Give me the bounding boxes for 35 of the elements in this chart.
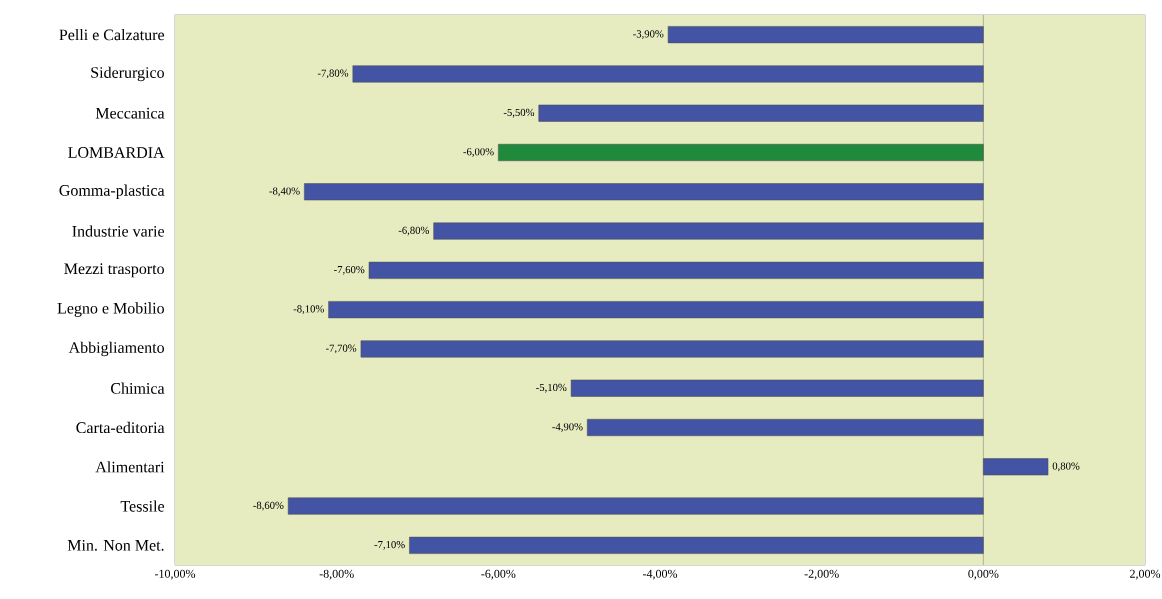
data-label: -7,10% (374, 541, 405, 550)
y-tick-label: Pelli e Calzature (59, 29, 165, 41)
data-label: -6,80% (398, 226, 430, 236)
x-tick-label: 2,00% (1130, 569, 1161, 580)
y-tick-label: Legno e Mobilio (57, 302, 164, 317)
y-tick-label: Alimentari (95, 461, 165, 473)
data-label: 0,80% (1052, 462, 1080, 472)
x-tick-label: -8,00% (319, 569, 354, 580)
x-tick-label: -2,00% (804, 569, 839, 580)
data-label: -3,90% (633, 30, 664, 39)
y-tick-label: Siderurgico (91, 66, 164, 82)
y-tick-label: Carta-editoria (76, 421, 165, 434)
data-label: -8,40% (269, 187, 300, 197)
y-tick-label: LOMBARDIA (68, 147, 165, 158)
y-tick-label: Chimica (111, 382, 165, 394)
data-label: -5,50% (503, 108, 535, 118)
data-label: -4,90% (552, 423, 583, 432)
x-tick-label: 0,00% (968, 569, 999, 580)
y-tick-label: Tessile (120, 500, 165, 512)
data-label: -8,60% (253, 501, 284, 511)
x-tick-label: -4,00% (642, 569, 678, 580)
y-tick-label: Gomma-plastica (59, 184, 165, 200)
x-tick-label: -6,00% (481, 569, 516, 580)
y-tick-label: Min. Non Met. (67, 539, 164, 551)
data-label: -7,60% (334, 266, 365, 275)
y-tick-label: Meccanica (95, 107, 165, 119)
data-label: -5,10% (536, 383, 567, 393)
data-label: -8,10% (293, 305, 324, 314)
x-tick-label: -10,00% (154, 569, 196, 580)
y-tick-label: Mezzi trasporto (64, 263, 164, 278)
data-label: -7,70% (325, 344, 357, 354)
y-tick-label: Industrie varie (72, 225, 165, 237)
data-label: -7,80% (317, 69, 349, 79)
data-label: -6,00% (463, 148, 494, 157)
y-tick-label: Abbigliamento (68, 341, 164, 357)
